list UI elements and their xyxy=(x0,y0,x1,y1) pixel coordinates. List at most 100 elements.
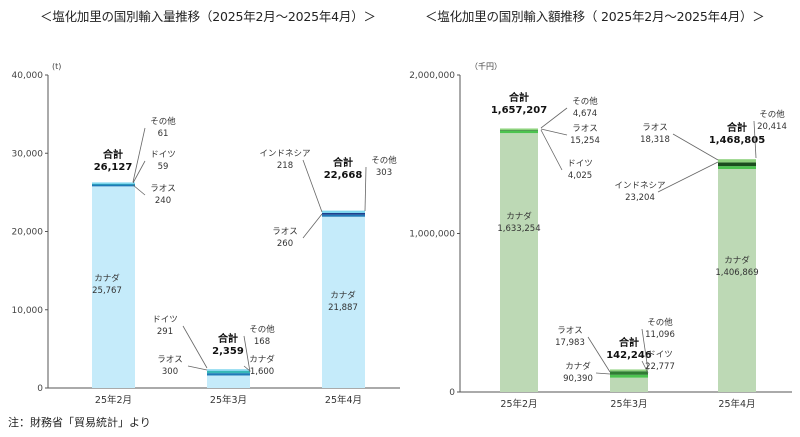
bar-segment-カナダ xyxy=(718,169,756,392)
x-tick-label: 25年4月 xyxy=(718,398,755,410)
segment-name-label: ドイツ xyxy=(150,150,176,160)
segment-value-label: 23,204 xyxy=(625,193,655,203)
bar-segment-カナダ xyxy=(500,133,538,392)
segment-name-label: カナダ xyxy=(506,211,532,222)
bar-segment-カナダ xyxy=(610,377,648,392)
leader-line xyxy=(302,213,323,239)
leader-line xyxy=(182,325,208,369)
segment-name-label: カナダ xyxy=(724,255,750,266)
y-tick-label: 10,000 xyxy=(12,306,44,316)
bar-segment-ラオス xyxy=(322,214,365,217)
bar-segment-ラオス xyxy=(500,130,538,134)
bar-segment-カナダ xyxy=(322,216,365,388)
segment-name-label: カナダ xyxy=(249,354,275,365)
x-tick-label: 25年4月 xyxy=(325,394,362,406)
segment-name-label: ラオス xyxy=(642,123,668,133)
segment-value-label: 15,254 xyxy=(570,136,600,146)
segment-value-label: 260 xyxy=(277,239,293,249)
segment-name-label: ドイツ xyxy=(567,159,593,169)
segment-value-label: 303 xyxy=(376,168,392,178)
y-tick-label: 0 xyxy=(449,388,455,398)
x-tick-label: 25年3月 xyxy=(610,398,647,410)
bar-segment-その他 xyxy=(207,369,250,371)
segment-name-label: ラオス xyxy=(557,326,583,336)
y-tick-label: 1,000,000 xyxy=(409,230,455,240)
bar-segment-その他 xyxy=(610,369,648,372)
leader-line xyxy=(753,120,757,159)
leader-line xyxy=(587,336,611,373)
segment-value-label: 22,777 xyxy=(645,362,675,372)
bar-segment-ドイツ xyxy=(207,370,250,374)
segment-value-label: 218 xyxy=(277,161,293,171)
segment-name-label: その他 xyxy=(249,324,275,335)
total-label: 合計 xyxy=(726,121,747,134)
leader-line xyxy=(595,372,611,375)
segment-name-label: その他 xyxy=(150,116,176,127)
segment-value-label: 20,414 xyxy=(757,122,787,132)
segment-value-label: 240 xyxy=(155,196,171,206)
segment-name-label: ラオス xyxy=(572,124,598,134)
bar-segment-ラオス xyxy=(718,166,756,170)
y-tick-label: 30,000 xyxy=(12,149,44,159)
segment-name-label: カナダ xyxy=(565,361,591,372)
axis-unit: (t) xyxy=(52,62,61,71)
segment-name-label: カナダ xyxy=(94,273,120,284)
segment-value-label: 21,887 xyxy=(328,303,358,313)
leader-line xyxy=(243,335,251,373)
leader-line xyxy=(540,128,568,136)
segment-name-label: その他 xyxy=(371,155,397,166)
segment-name-label: インドネシア xyxy=(259,149,310,159)
segment-name-label: その他 xyxy=(572,96,598,107)
segment-value-label: 4,674 xyxy=(573,109,597,119)
segment-value-label: 61 xyxy=(158,129,169,139)
y-tick-label: 40,000 xyxy=(12,71,44,81)
segment-name-label: カナダ xyxy=(330,290,356,301)
segment-value-label: 18,318 xyxy=(640,135,670,145)
segment-value-label: 1,633,254 xyxy=(497,224,540,234)
bar-segment-その他 xyxy=(92,182,135,185)
leader-line xyxy=(132,160,146,184)
x-tick-label: 25年3月 xyxy=(210,394,247,406)
bar-segment-ラオス xyxy=(92,184,135,187)
leader-line xyxy=(243,365,251,372)
x-tick-label: 25年2月 xyxy=(95,394,132,406)
segment-value-label: 4,025 xyxy=(568,171,592,181)
total-value: 142,246 xyxy=(606,350,652,361)
segment-name-label: ドイツ xyxy=(152,315,178,325)
segment-name-label: その他 xyxy=(647,317,673,328)
segment-value-label: 1,600 xyxy=(250,367,274,377)
chart-title-volume: ＜塩化加里の国別輸入量推移（2025年2月～2025年4月）＞ xyxy=(40,9,376,24)
leader-line xyxy=(540,129,563,171)
segment-value-label: 17,983 xyxy=(555,338,585,348)
bar-segment-その他 xyxy=(322,210,365,213)
segment-name-label: ドイツ xyxy=(647,350,673,360)
leader-line xyxy=(672,133,719,161)
total-label: 合計 xyxy=(102,148,123,161)
y-tick-label: 2,000,000 xyxy=(409,71,455,81)
leader-line xyxy=(132,184,146,196)
leader-line xyxy=(657,161,719,193)
leader-line xyxy=(641,360,649,374)
segment-value-label: 1,406,869 xyxy=(715,268,758,278)
segment-value-label: 25,767 xyxy=(92,286,122,296)
total-value: 26,127 xyxy=(94,162,133,173)
x-tick-label: 25年2月 xyxy=(500,398,537,410)
y-tick-label: 20,000 xyxy=(12,228,44,238)
bar-segment-その他 xyxy=(500,128,538,131)
bar-segment-インドネシア xyxy=(322,212,365,215)
segment-name-label: ラオス xyxy=(150,184,176,194)
leader-line xyxy=(641,328,649,371)
segment-value-label: 11,096 xyxy=(645,330,675,340)
total-value: 1,657,207 xyxy=(491,105,547,116)
segment-name-label: ラオス xyxy=(272,227,298,237)
segment-value-label: 90,390 xyxy=(563,374,593,384)
total-label: 合計 xyxy=(217,332,238,345)
leader-line xyxy=(132,127,146,183)
leader-line xyxy=(364,166,367,212)
total-label: 合計 xyxy=(332,156,353,169)
total-value: 2,359 xyxy=(212,346,244,357)
total-value: 22,668 xyxy=(324,170,363,181)
bar-segment-ドイツ xyxy=(610,371,648,375)
total-label: 合計 xyxy=(508,91,529,104)
